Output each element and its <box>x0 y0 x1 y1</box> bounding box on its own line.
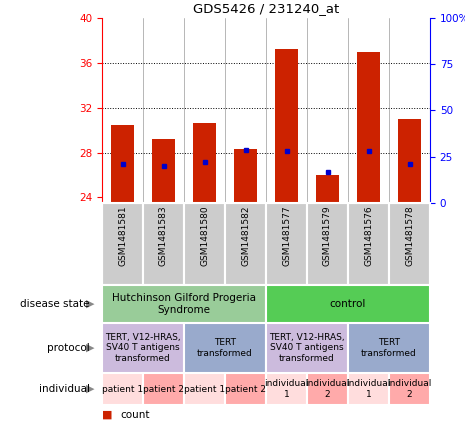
Text: patient 1: patient 1 <box>102 385 143 393</box>
Text: patient 2: patient 2 <box>225 385 266 393</box>
Bar <box>184 203 225 285</box>
Text: patient 2: patient 2 <box>143 385 184 393</box>
Bar <box>307 203 348 285</box>
Bar <box>102 323 184 373</box>
Bar <box>275 49 298 203</box>
Text: GSM1481576: GSM1481576 <box>364 206 373 266</box>
Bar <box>143 373 184 405</box>
Text: TERT, V12-HRAS,
SV40 T antigens
transformed: TERT, V12-HRAS, SV40 T antigens transfor… <box>269 333 345 363</box>
Bar <box>357 52 380 203</box>
Bar <box>102 203 143 285</box>
Text: TERT
transformed: TERT transformed <box>197 338 253 358</box>
Bar <box>102 285 266 323</box>
Bar <box>389 373 430 405</box>
Title: GDS5426 / 231240_at: GDS5426 / 231240_at <box>193 3 339 16</box>
Bar <box>316 175 339 203</box>
Bar <box>307 373 348 405</box>
Bar <box>143 203 184 285</box>
Bar <box>266 203 307 285</box>
Text: GSM1481580: GSM1481580 <box>200 206 209 266</box>
Text: ▶: ▶ <box>86 384 94 394</box>
Bar <box>225 203 266 285</box>
Text: GSM1481583: GSM1481583 <box>159 206 168 266</box>
Bar <box>266 323 348 373</box>
Text: individual
1: individual 1 <box>264 379 309 399</box>
Text: Hutchinson Gilford Progeria
Syndrome: Hutchinson Gilford Progeria Syndrome <box>112 293 256 315</box>
Bar <box>193 124 216 203</box>
Text: GSM1481577: GSM1481577 <box>282 206 291 266</box>
Bar <box>234 149 257 203</box>
Text: GSM1481579: GSM1481579 <box>323 206 332 266</box>
Text: TERT, V12-HRAS,
SV40 T antigens
transformed: TERT, V12-HRAS, SV40 T antigens transfor… <box>105 333 181 363</box>
Text: individual: individual <box>39 384 90 394</box>
Bar <box>348 323 430 373</box>
Bar <box>348 373 389 405</box>
Text: individual
2: individual 2 <box>387 379 432 399</box>
Text: control: control <box>330 299 366 309</box>
Text: ▶: ▶ <box>86 299 94 309</box>
Bar <box>184 323 266 373</box>
Text: TERT
transformed: TERT transformed <box>361 338 417 358</box>
Text: GSM1481581: GSM1481581 <box>118 206 127 266</box>
Text: GSM1481582: GSM1481582 <box>241 206 250 266</box>
Text: ■: ■ <box>102 410 116 420</box>
Bar <box>225 373 266 405</box>
Bar <box>111 124 134 203</box>
Bar <box>152 139 175 203</box>
Text: individual
1: individual 1 <box>346 379 391 399</box>
Text: patient 1: patient 1 <box>184 385 225 393</box>
Text: disease state: disease state <box>20 299 90 309</box>
Bar <box>398 119 421 203</box>
Text: GSM1481578: GSM1481578 <box>405 206 414 266</box>
Bar <box>266 285 430 323</box>
Text: protocol: protocol <box>47 343 90 353</box>
Bar <box>266 373 307 405</box>
Bar <box>102 373 143 405</box>
Bar <box>184 373 225 405</box>
Text: ▶: ▶ <box>86 343 94 353</box>
Bar <box>389 203 430 285</box>
Text: individual
2: individual 2 <box>306 379 350 399</box>
Bar <box>348 203 389 285</box>
Text: count: count <box>120 410 150 420</box>
